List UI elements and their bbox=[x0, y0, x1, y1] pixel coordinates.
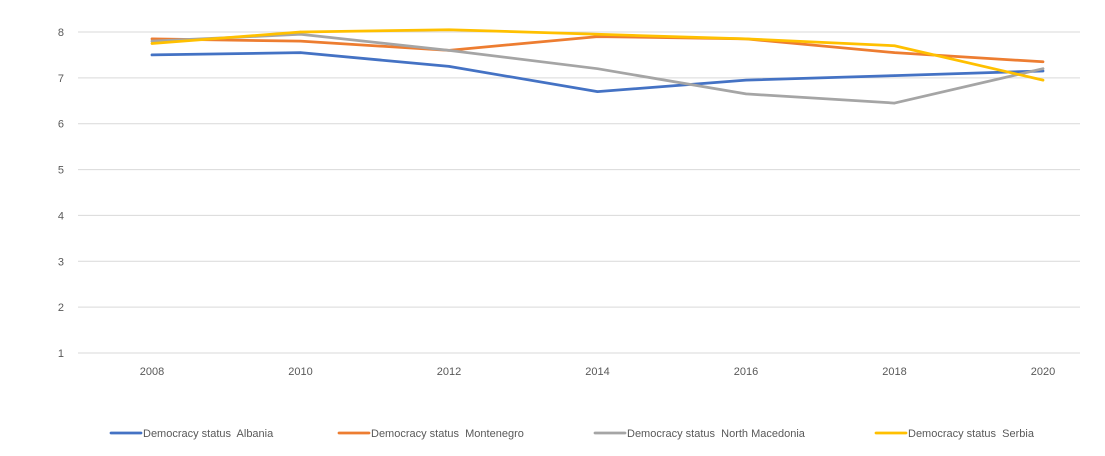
x-tick-label: 2018 bbox=[882, 366, 906, 378]
data-point-s0-5 bbox=[893, 74, 896, 77]
data-point-s2-6 bbox=[1041, 67, 1045, 70]
data-point-s1-0 bbox=[150, 37, 154, 41]
data-point-s0-0 bbox=[150, 53, 154, 57]
y-tick-label: 2 bbox=[58, 302, 64, 314]
y-tick-label: 5 bbox=[58, 165, 64, 177]
y-axis-ticks: 1 2 3 4 5 6 7 8 bbox=[58, 27, 64, 360]
data-point-s0-6 bbox=[1041, 69, 1045, 73]
series-line-0 bbox=[150, 51, 1045, 93]
x-tick-label: 2014 bbox=[585, 366, 609, 378]
legend: Democracy status Albania Democracy status… bbox=[109, 428, 1035, 440]
data-point-s3-1 bbox=[299, 30, 302, 34]
x-tick-label: 2010 bbox=[288, 366, 312, 378]
data-point-s1-1 bbox=[299, 39, 302, 43]
series-lines bbox=[150, 28, 1045, 105]
data-point-s1-6 bbox=[1041, 60, 1045, 64]
data-point-s3-2 bbox=[447, 28, 451, 31]
data-point-s1-3 bbox=[596, 35, 599, 38]
x-tick-label: 2016 bbox=[734, 366, 758, 378]
y-tick-label: 6 bbox=[58, 119, 64, 131]
legend-label-1: Democracy status Montenegro bbox=[371, 428, 524, 440]
data-point-s0-2 bbox=[447, 65, 451, 68]
data-point-s2-5 bbox=[893, 101, 896, 105]
y-tick-label: 4 bbox=[58, 210, 64, 222]
data-point-s1-5 bbox=[893, 51, 896, 54]
data-point-s3-3 bbox=[596, 33, 599, 36]
data-point-s0-1 bbox=[299, 51, 302, 54]
x-tick-label: 2008 bbox=[140, 366, 164, 378]
data-point-s2-3 bbox=[596, 67, 599, 70]
data-point-s0-3 bbox=[596, 90, 599, 93]
y-tick-label: 8 bbox=[58, 27, 64, 39]
y-tick-label: 1 bbox=[58, 348, 64, 360]
data-point-s3-4 bbox=[744, 37, 748, 41]
x-tick-label: 2020 bbox=[1031, 366, 1055, 378]
data-point-s2-4 bbox=[744, 92, 748, 96]
gridlines bbox=[78, 31, 1080, 354]
y-tick-label: 3 bbox=[58, 256, 64, 268]
data-point-s2-0 bbox=[150, 39, 154, 43]
data-point-s0-4 bbox=[744, 78, 748, 82]
x-tick-label: 2012 bbox=[437, 366, 461, 378]
legend-label-3: Democracy status Serbia bbox=[908, 428, 1035, 440]
x-axis-ticks: 2008 2010 2012 2014 2016 2018 2020 bbox=[140, 366, 1055, 378]
data-point-s2-1 bbox=[299, 33, 302, 36]
data-point-s3-6 bbox=[1041, 78, 1045, 82]
legend-label-0: Democracy status Albania bbox=[143, 428, 274, 440]
data-point-s3-5 bbox=[893, 44, 896, 47]
y-tick-label: 7 bbox=[58, 73, 64, 85]
data-point-s2-2 bbox=[447, 49, 451, 52]
legend-label-2: Democracy status North Macedonia bbox=[627, 428, 806, 440]
data-point-s3-0 bbox=[150, 42, 154, 45]
